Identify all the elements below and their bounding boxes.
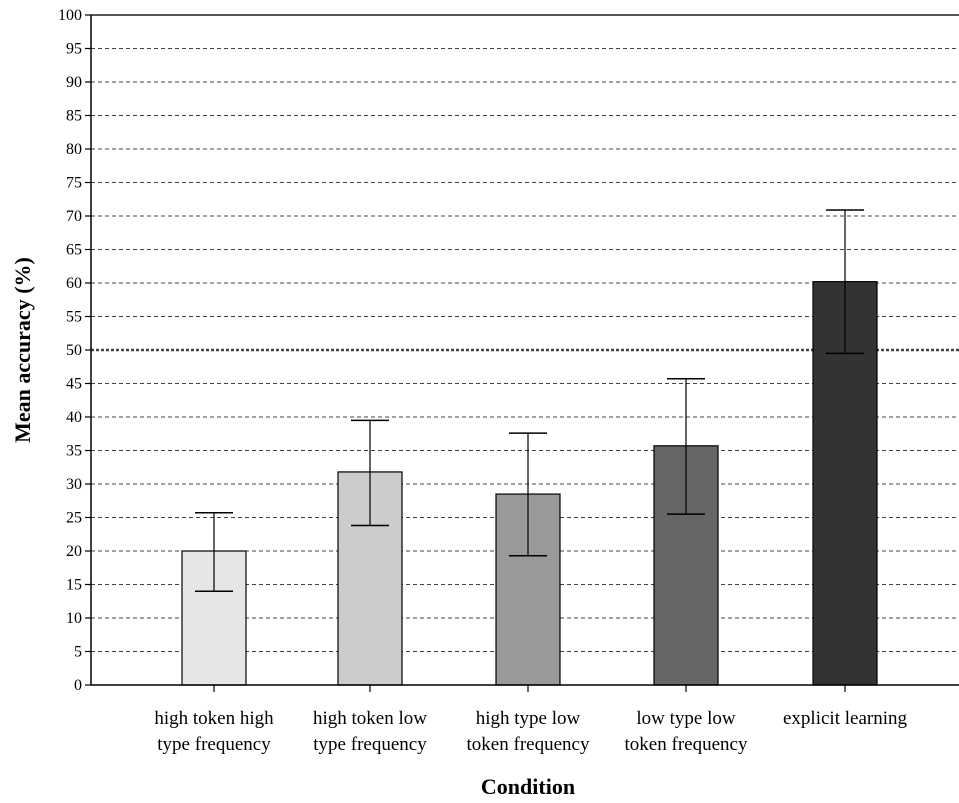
y-tick-label: 15 <box>66 577 82 594</box>
y-tick-label: 5 <box>74 644 82 661</box>
y-tick-label: 0 <box>74 677 82 694</box>
y-tick-label: 60 <box>66 275 82 292</box>
x-tick-label: token frequency <box>625 734 748 755</box>
x-tick-label: type frequency <box>157 734 271 755</box>
y-axis-title: Mean accuracy (%) <box>10 257 35 443</box>
x-tick-label: explicit learning <box>783 708 907 729</box>
y-tick-label: 10 <box>66 610 82 627</box>
x-axis-title: Condition <box>481 774 575 799</box>
x-tick-label: high type low <box>476 708 581 729</box>
y-tick-label: 85 <box>66 108 82 125</box>
y-tick-label: 70 <box>66 208 82 225</box>
y-tick-label: 75 <box>66 175 82 192</box>
y-tick-label: 65 <box>66 242 82 259</box>
y-tick-label: 35 <box>66 443 82 460</box>
x-axis-ticks: high token high type frequency high token … <box>154 685 907 755</box>
x-tick-label: high token high <box>154 708 274 729</box>
y-tick-label: 20 <box>66 543 82 560</box>
y-tick-label: 80 <box>66 141 82 158</box>
error-bars <box>195 209 864 592</box>
y-tick-label: 30 <box>66 476 82 493</box>
y-tick-label: 55 <box>66 309 82 326</box>
x-tick-label: high token low <box>313 708 427 729</box>
x-tick-label: type frequency <box>313 734 427 755</box>
y-tick-label: 95 <box>66 41 82 58</box>
y-tick-label: 45 <box>66 376 82 393</box>
y-tick-label: 50 <box>66 342 82 359</box>
y-axis-ticks: 0 5 10 15 20 25 30 35 40 45 50 55 60 65 70 75 80 85 90 95 10… <box>58 7 91 694</box>
y-tick-label: 25 <box>66 510 82 527</box>
bars <box>181 281 878 686</box>
y-tick-label: 90 <box>66 74 82 91</box>
y-tick-label: 100 <box>58 7 82 24</box>
y-tick-label: 40 <box>66 409 82 426</box>
x-tick-label: token frequency <box>467 734 590 755</box>
x-tick-label: low type low <box>636 708 735 729</box>
